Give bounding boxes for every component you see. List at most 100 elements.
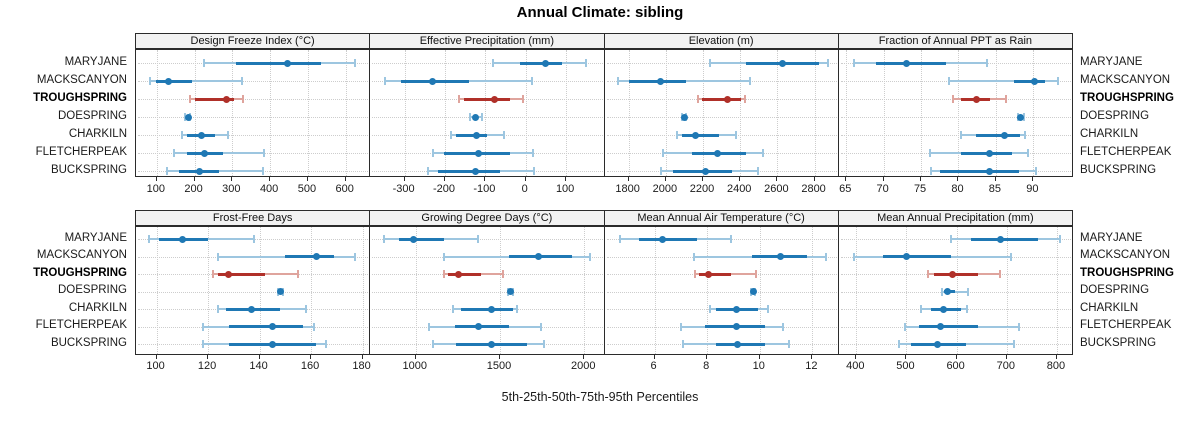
axis-tick	[845, 177, 847, 181]
gridline-vertical	[584, 227, 586, 354]
gridline-vertical	[485, 50, 487, 176]
axis-tick	[258, 355, 260, 359]
axis-tick	[361, 355, 363, 359]
axis-tick	[443, 177, 445, 181]
median-dot	[996, 235, 1004, 243]
median-dot	[732, 305, 740, 313]
gridline-horizontal	[606, 117, 837, 118]
gridline-horizontal	[840, 135, 1071, 136]
median-dot	[933, 340, 941, 348]
median-dot	[184, 113, 192, 121]
axis-tick-label: 1800	[615, 183, 640, 195]
iqr-25-75	[882, 255, 952, 258]
site-label: BUCKSPRING	[1080, 163, 1157, 176]
axis-tick	[310, 355, 312, 359]
median-dot	[474, 323, 482, 330]
gridline-vertical	[525, 50, 527, 176]
axis-tick	[484, 177, 486, 181]
iqr-25-75	[975, 133, 1020, 137]
whisker-cap	[431, 340, 434, 348]
whisker-cap	[147, 235, 150, 243]
median-dot	[248, 305, 256, 313]
gridline-vertical	[156, 50, 158, 176]
axis-tick	[1005, 355, 1007, 359]
axis-tick-label: 1000	[402, 360, 427, 372]
median-dot	[972, 95, 980, 103]
iqr-25-75	[519, 61, 563, 65]
axis-tick-label: -200	[432, 183, 455, 195]
whisker-cap	[353, 252, 356, 261]
axis-tick	[702, 177, 704, 181]
gridline-vertical	[654, 227, 656, 354]
gridline-vertical	[958, 50, 960, 176]
whisker-cap	[1058, 235, 1061, 243]
iqr-25-75	[638, 237, 697, 241]
whisker-cap	[708, 305, 711, 313]
whisker-cap	[766, 305, 769, 313]
whisker-cap	[919, 305, 922, 313]
whisker-cap	[589, 252, 592, 261]
iqr-25-75	[438, 169, 501, 173]
site-label: TROUGHSPRING	[33, 91, 127, 104]
axis-tick-label: 600	[946, 360, 965, 372]
whisker-cap	[1024, 131, 1027, 139]
site-label: BUCKSPRING	[50, 163, 127, 176]
median-dot	[164, 77, 172, 85]
whisker-cap	[903, 322, 906, 331]
median-dot	[268, 340, 276, 348]
axis-tick	[739, 177, 741, 181]
whisker-cap	[682, 340, 685, 348]
axis-tick-label: 400	[259, 183, 279, 195]
gridline-vertical	[906, 227, 908, 354]
axis-tick-label: 400	[846, 360, 865, 372]
median-dot	[902, 59, 910, 67]
panel-strip-elevation-m: Elevation (m)	[603, 33, 839, 49]
panel-design-freeze-index-c	[135, 49, 371, 177]
whisker-cap	[188, 95, 191, 103]
site-labels-right: MARYJANE MACKSCANYON TROUGHSPRING DOESPRING…	[1080, 0, 1200, 425]
panel-strip-frost-free-days: Frost-Free Days	[135, 210, 371, 226]
gridline-horizontal	[372, 239, 603, 240]
axis-tick-label: 0	[521, 183, 528, 195]
axis-tick	[653, 355, 655, 359]
axis-tick-label: 2000	[571, 360, 596, 372]
site-label: CHARKILN	[68, 301, 127, 314]
axis-tick	[706, 355, 708, 359]
panel-growing-degree-days-c	[369, 226, 605, 355]
whisker-cap	[531, 149, 534, 157]
whisker-cap	[966, 305, 969, 313]
whisker-cap	[383, 77, 386, 85]
whisker-cap	[735, 131, 738, 139]
whisker-cap	[852, 252, 855, 261]
whisker-cap	[325, 340, 328, 348]
whisker-cap	[212, 270, 215, 278]
whisker-cap	[940, 287, 943, 296]
whisker-cap	[241, 77, 244, 85]
whisker-cap	[540, 322, 543, 331]
whisker-cap	[1013, 340, 1016, 348]
median-dot	[506, 288, 514, 295]
axis-tick	[306, 177, 308, 181]
axis-tick	[155, 355, 157, 359]
axis-tick-label: -100	[473, 183, 496, 195]
median-dot	[903, 253, 911, 260]
whisker-cap	[743, 95, 746, 103]
median-dot	[268, 323, 276, 330]
gridline-vertical	[883, 50, 885, 176]
whisker-cap	[172, 149, 175, 157]
gridline-vertical	[1006, 227, 1008, 354]
median-dot	[222, 95, 230, 103]
iqr-25-75	[228, 325, 304, 328]
axis-tick	[813, 177, 815, 181]
gridline-vertical	[777, 50, 779, 176]
axis-tick	[499, 355, 500, 359]
gridline-vertical	[345, 50, 347, 176]
axis-tick	[231, 177, 233, 181]
axis-tick-label: 80	[951, 183, 964, 195]
whisker-cap	[542, 340, 545, 348]
gridline-horizontal	[840, 117, 1071, 118]
whisker-cap	[826, 59, 829, 67]
whisker-cap	[1057, 77, 1060, 85]
axis-tick	[994, 177, 996, 181]
axis-tick-label: 180	[352, 360, 371, 372]
